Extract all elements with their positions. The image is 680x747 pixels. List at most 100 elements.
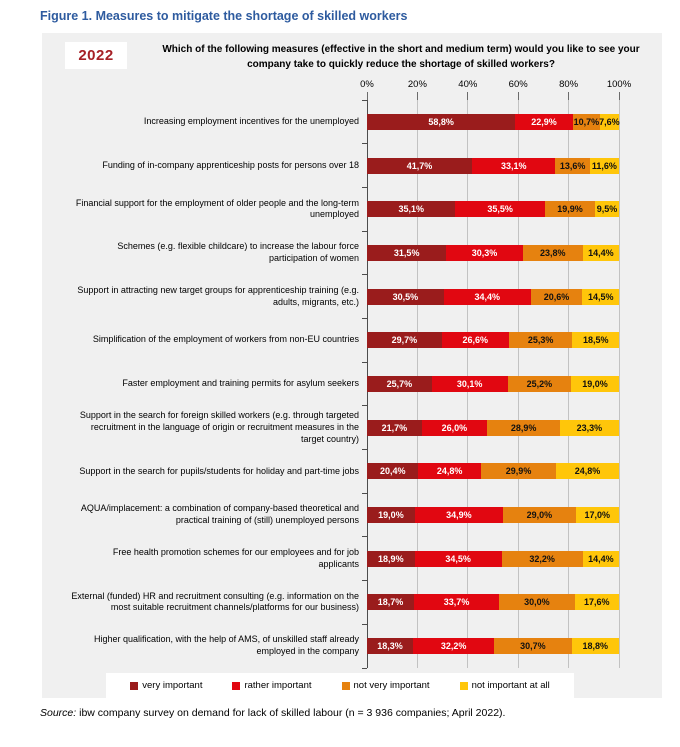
x-axis-tick-mark [467,92,469,100]
bar-segment-not-important-at-all: 11,6% [589,157,619,174]
legend-label: not important at all [471,680,550,691]
category-boundary-tick [362,361,367,363]
x-axis-tick-mark [618,92,620,100]
category-row: Increasing employment incentives for the… [42,100,662,144]
category-boundary-tick [362,492,367,494]
bar-value-label: 17,6% [584,597,610,608]
gridline [618,100,620,668]
bar-value-label: 14,5% [587,291,614,302]
category-row: Simplification of the employment of work… [42,318,662,362]
bar-value-label: 34,9% [446,510,472,521]
bar-track: 58,8% 22,9% 10,7% 7,6% [367,113,620,130]
category-boundary-tick [362,580,367,582]
bar-value-label: 33,7% [443,597,470,608]
bar-value-label: 18,5% [582,335,609,346]
legend-label: very important [142,680,203,691]
legend-item: rather important [232,680,312,691]
bar-segment-not-important-at-all: 7,6% [599,113,620,130]
bar-segment-very-important: 25,7% [367,375,432,392]
bar-value-label: 32,2% [529,553,555,564]
bar-segment-rather-important: 26,0% [421,419,488,436]
bar-value-label: 23,8% [539,247,566,258]
bar-segment-very-important: 30,5% [367,288,444,305]
plot-area: 0% 20% 40% 60% 80% 100% Increasing employment… [42,79,662,669]
legend: very important rather important not very i… [106,673,574,698]
bar-value-label: 19,0% [582,378,608,389]
figure-title: Figure 1. Measures to mitigate the short… [40,9,408,23]
bar-segment-not-very-important: 20,6% [530,288,583,305]
bar-value-label: 13,6% [559,160,586,171]
category-boundary-tick [362,99,367,101]
category-label: Support in the search for foreign skille… [79,410,359,444]
x-axis-tick-label: 60% [508,79,528,90]
bar-value-label: 30,3% [471,247,498,258]
category-label: Increasing employment incentives for the… [143,116,359,126]
bar-value-label: 19,9% [557,204,583,215]
bar-value-label: 34,4% [474,291,500,302]
category-boundary-tick [362,667,367,669]
bar-value-label: 25,2% [526,378,553,389]
bar-segment-rather-important: 34,5% [414,550,502,567]
bar-value-label: 11,6% [591,160,617,171]
bar-segment-not-very-important: 28,9% [487,419,560,436]
category-row: Free health promotion schemes for our em… [42,537,662,581]
bar-value-label: 10,7% [573,116,600,127]
bar-value-label: 26,0% [441,422,468,433]
bar-track: 19,0% 34,9% 29,0% 17,0% [367,507,619,524]
legend-swatch-icon [232,681,241,690]
x-axis-tick-mark [366,92,368,100]
bar-value-label: 7,6% [599,116,620,127]
bar-segment-not-very-important: 32,2% [501,550,583,567]
bar-rows: Increasing employment incentives for the… [42,100,662,668]
bar-segment-not-important-at-all: 23,3% [560,419,619,436]
category-label: Schemes (e.g. flexible childcare) to inc… [117,241,359,263]
source-text: ibw company survey on demand for lack of… [76,707,506,719]
x-axis-tick-label: 20% [407,79,427,90]
bar-segment-rather-important: 33,1% [472,157,556,174]
category-label: Simplification of the employment of work… [92,334,359,345]
bar-track: 25,7% 30,1% 25,2% 19,0% [367,375,619,392]
bar-track: 20,4% 24,8% 29,9% 24,8% [367,463,619,480]
bar-segment-very-important: 31,5% [367,244,447,261]
bar-segment-rather-important: 22,9% [515,113,573,130]
bar-segment-not-important-at-all: 17,6% [574,594,619,611]
bar-value-label: 18,8% [582,641,609,652]
bar-segment-very-important: 21,7% [367,419,422,436]
bar-track: 18,9% 34,5% 32,2% 14,4% [367,550,619,567]
bar-track: 18,3% 32,2% 30,7% 18,8% [367,638,619,655]
category-boundary-tick [362,230,367,232]
bar-segment-rather-important: 34,4% [443,288,531,305]
bar-value-label: 25,7% [386,378,413,389]
legend-label: rather important [244,680,312,691]
category-row: External (funded) HR and recruitment con… [42,581,662,625]
bar-segment-very-important: 20,4% [367,463,419,480]
x-axis-tick-mark [568,92,570,100]
bar-segment-very-important: 35,1% [367,201,456,218]
bar-segment-not-important-at-all: 18,8% [571,638,619,655]
bar-value-label: 24,8% [436,466,463,477]
bar-segment-not-very-important: 30,7% [494,638,572,655]
category-boundary-tick [362,623,367,625]
category-label: Higher qualification, with the help of A… [94,634,359,657]
year-badge-label: 2022 [78,47,114,64]
legend-item: very important [130,680,202,691]
bar-track: 31,5% 30,3% 23,8% 14,4% [367,244,619,261]
bar-value-label: 20,4% [379,466,406,477]
x-axis-tick-mark [517,92,519,100]
bar-segment-very-important: 58,8% [367,113,516,130]
bar-value-label: 30,1% [456,378,483,389]
bar-segment-not-very-important: 19,9% [544,201,596,218]
x-axis-tick-label: 0% [360,79,374,90]
bar-value-label: 18,9% [378,553,404,564]
bar-track: 18,7% 33,7% 30,0% 17,6% [367,594,619,611]
x-axis-tick-label: 80% [559,79,579,90]
bar-value-label: 28,9% [510,422,537,433]
x-axis: 0% 20% 40% 60% 80% 100% [360,79,631,93]
bar-segment-not-important-at-all: 18,5% [572,332,619,349]
bar-track: 29,7% 26,6% 25,3% 18,5% [367,332,619,349]
bar-segment-rather-important: 26,6% [441,332,509,349]
bar-value-label: 9,5% [596,204,618,215]
bar-value-label: 19,0% [378,510,404,521]
bar-value-label: 24,8% [574,466,601,477]
bar-value-label: 18,7% [377,597,404,608]
